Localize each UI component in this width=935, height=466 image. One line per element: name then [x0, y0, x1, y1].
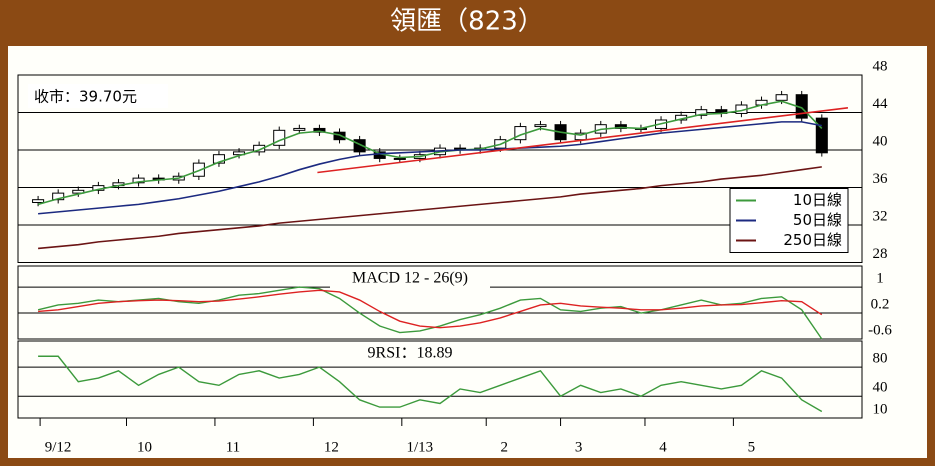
legend-label: 50日線 [793, 211, 842, 229]
y-tick-label: 40 [873, 133, 888, 149]
candle-body [333, 131, 346, 141]
series-line [38, 166, 822, 250]
legend-label: 10日線 [793, 191, 842, 209]
series-line [38, 121, 822, 215]
candle-body [614, 124, 627, 129]
y-tick-label: 80 [873, 351, 888, 367]
panel-title: 9RSI：18.89 [368, 345, 453, 362]
candle-body [695, 109, 708, 116]
series-line [38, 355, 823, 413]
y-tick-label: 48 [873, 58, 888, 74]
x-tick-label: 12 [324, 439, 339, 455]
candle-body [132, 177, 145, 184]
candle-body [393, 157, 406, 160]
candle-body [212, 154, 225, 164]
series-line [38, 289, 823, 329]
x-tick-label: 10 [137, 439, 152, 455]
y-tick-label: 1 [876, 271, 884, 287]
y-tick-label: 44 [873, 96, 889, 112]
x-tick-label: 1/13 [406, 439, 433, 455]
y-tick-label: 10 [873, 401, 888, 417]
trend-line [317, 107, 849, 174]
legend-label: 250日線 [783, 231, 842, 249]
series-line [37, 100, 823, 206]
x-tick-label: 4 [659, 439, 667, 455]
candle-body [52, 192, 65, 201]
candle-body [293, 127, 306, 131]
candle-body [72, 189, 85, 194]
title-bg [330, 344, 490, 364]
candle-body [253, 144, 266, 153]
title-bg [330, 269, 490, 289]
y-tick-label: 36 [873, 171, 889, 187]
candle-body [815, 117, 828, 154]
y-tick-label: 28 [873, 246, 888, 262]
x-tick-label: 3 [575, 439, 583, 455]
x-tick-label: 2 [500, 439, 508, 455]
x-tick-label: 9/12 [45, 439, 72, 455]
candle-body [353, 139, 366, 153]
label-bg [28, 84, 168, 108]
y-tick-label: 0.2 [871, 296, 890, 312]
x-tick-label: 11 [226, 439, 240, 455]
title: 領匯（823） [390, 7, 544, 37]
candle-body [313, 127, 326, 133]
candle-body [192, 162, 205, 177]
panel-title: MACD 12 - 26(9) [352, 270, 468, 287]
y-tick-label: -0.6 [868, 322, 892, 338]
candle-body [32, 199, 45, 203]
price-label: 收市：39.70元 [34, 88, 137, 106]
candle-body [534, 124, 547, 128]
candle-body [775, 94, 788, 101]
x-tick-label: 5 [748, 439, 756, 455]
y-tick-label: 32 [873, 208, 888, 224]
y-tick-label: 40 [873, 380, 888, 396]
